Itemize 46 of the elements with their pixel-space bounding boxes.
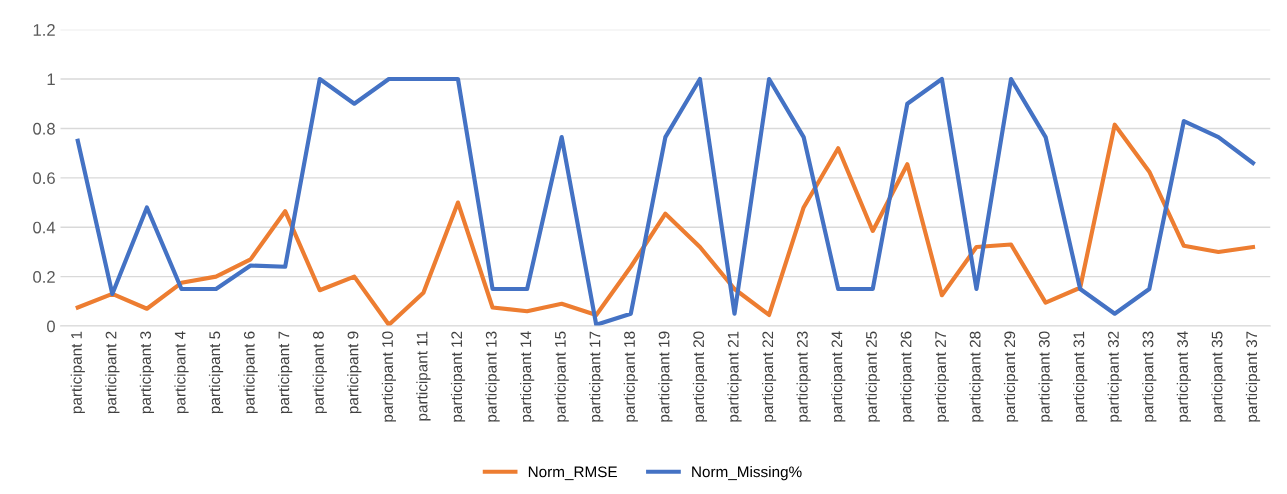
x-tick-label: participant 28 xyxy=(969,331,984,422)
x-tick-label: participant 37 xyxy=(1245,331,1261,422)
x-tick-label: participant 12 xyxy=(450,331,466,422)
y-tick-label: 0.4 xyxy=(33,221,56,234)
x-tick-label: participant 20 xyxy=(692,331,708,422)
x-tick-label: participant 32 xyxy=(1107,331,1122,422)
line-series xyxy=(75,122,1256,327)
x-tick-label: participant 35 xyxy=(1211,331,1226,422)
legend-label: Norm_RMSE xyxy=(528,466,617,481)
x-tick-label: participant 1 xyxy=(70,331,85,414)
x-tick-label: participant 29 xyxy=(1003,331,1019,422)
x-tick-label: participant 33 xyxy=(1142,331,1157,422)
line-series xyxy=(75,76,1256,327)
x-tick-label: participant 2 xyxy=(105,331,120,414)
x-tick-label: participant 5 xyxy=(208,331,224,414)
y-tick-label: 1 xyxy=(47,73,55,86)
x-tick-label: participant 26 xyxy=(900,331,915,422)
x-tick-label: participant 4 xyxy=(174,331,189,414)
y-tick-label: 0.8 xyxy=(33,122,55,135)
x-tick-label: participant 15 xyxy=(554,331,569,422)
x-tick-label: participant 23 xyxy=(796,331,811,422)
y-tick-label: 0 xyxy=(47,320,55,333)
x-tick-label: participant 21 xyxy=(727,331,742,422)
x-tick-label: participant 8 xyxy=(312,331,327,414)
x-tick-label: participant 31 xyxy=(1073,331,1088,422)
x-tick-label: participant 13 xyxy=(485,331,500,422)
x-tick-label: participant 34 xyxy=(1176,331,1191,422)
x-tick-label: participant 10 xyxy=(381,331,396,422)
x-tick-label: participant 19 xyxy=(658,331,673,422)
x-tick-label: participant 22 xyxy=(761,331,777,422)
x-tick-label: participant 27 xyxy=(934,331,950,422)
y-tick-label: 0.2 xyxy=(33,271,55,283)
x-tick-label: participant 11 xyxy=(416,331,431,421)
y-tick-label: 0.6 xyxy=(33,172,55,185)
x-tick-label: participant 7 xyxy=(278,331,293,414)
y-tick-label: 1.2 xyxy=(33,24,55,36)
x-tick-label: participant 30 xyxy=(1038,331,1053,422)
x-tick-label: participant 17 xyxy=(589,331,604,422)
x-tick-label: participant 3 xyxy=(139,331,155,414)
x-tick-label: participant 24 xyxy=(831,331,846,422)
x-tick-label: participant 18 xyxy=(623,331,638,422)
legend-label: Norm_Missing% xyxy=(692,466,802,481)
x-tick-label: participant 14 xyxy=(520,331,535,422)
x-tick-label: participant 25 xyxy=(865,331,880,422)
x-tick-label: participant 9 xyxy=(347,331,362,414)
x-tick-label: participant 6 xyxy=(243,331,258,414)
